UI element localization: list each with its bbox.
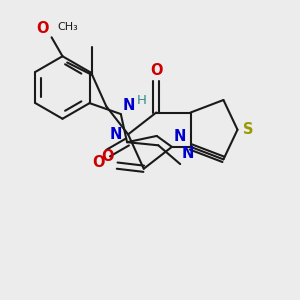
Text: S: S [243,122,254,137]
Text: O: O [102,149,114,164]
Text: CH₃: CH₃ [57,22,78,32]
Text: O: O [36,21,48,36]
Text: H: H [137,94,147,107]
Text: N: N [122,98,135,112]
Text: O: O [92,155,105,170]
Text: N: N [110,127,122,142]
Text: N: N [173,129,186,144]
Text: N: N [182,146,194,161]
Text: O: O [150,63,163,78]
